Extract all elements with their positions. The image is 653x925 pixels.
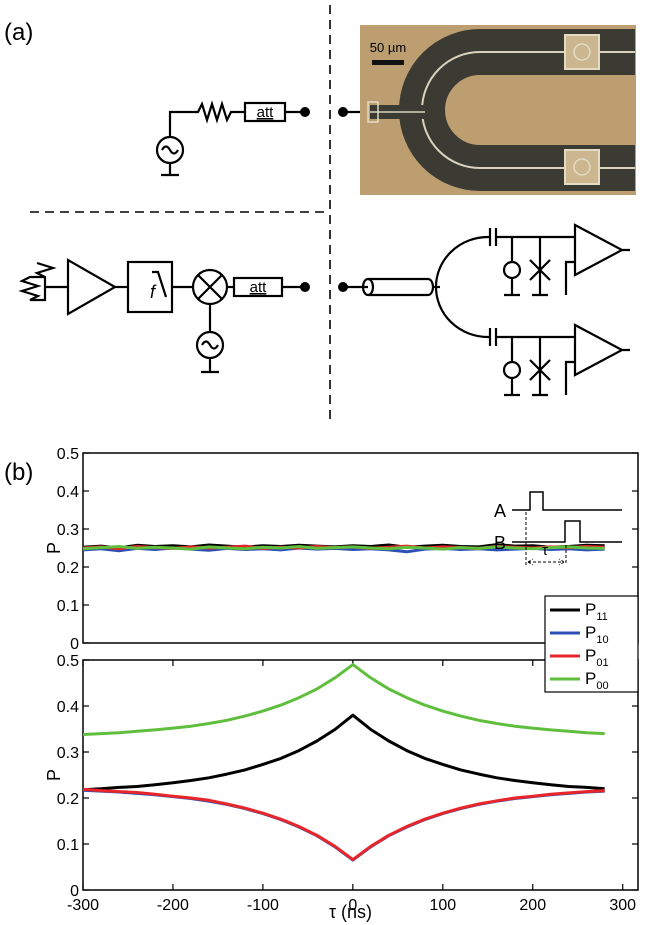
y-tick-label: 0.2 [57,791,79,808]
plot-frame [82,659,639,891]
att-label: att [250,279,268,296]
y-tick-label: 0.4 [57,699,79,716]
pulse-inset [512,491,622,566]
device-photo [360,25,636,195]
x-tick-label: -100 [247,897,279,914]
y-axis-label: P [44,542,64,554]
x-tick-label: 100 [429,897,456,914]
annotation: τ [542,542,548,559]
y-tick-label: 0 [70,883,79,900]
panel-label: (b) [4,459,33,486]
legend-box [544,595,639,693]
y-tick-label: 0.1 [57,598,79,615]
legend-label: P11 [585,600,608,623]
annotation: B [494,533,506,553]
y-tick-label: 0.3 [57,745,79,762]
annotation: A [494,501,506,521]
x-tick-label: 0 [348,897,357,914]
data-line [82,713,605,792]
x-tick-label: 300 [609,897,636,914]
x-tick-label: 200 [519,897,546,914]
y-tick-label: 0.2 [57,560,79,577]
y-tick-label: 0.1 [57,837,79,854]
x-axis-label: τ (ns) [329,902,372,922]
legend-label: P00 [585,669,609,692]
legend-label: P10 [585,623,609,646]
y-tick-label: 0.5 [57,446,79,463]
filter-label: f [150,282,157,302]
y-axis-label: P [44,769,64,781]
panel-label: (a) [4,19,33,46]
x-tick-label: -300 [67,897,99,914]
data-line [82,787,605,862]
y-tick-label: 0.5 [57,653,79,670]
legend-label: P01 [585,646,609,669]
y-tick-label: 0 [70,636,79,653]
y-tick-label: 0.3 [57,522,79,539]
att-label: att [257,104,275,121]
data-line [82,663,605,736]
y-tick-label: 0.4 [57,484,79,501]
readout-circuit [18,223,630,397]
x-tick-label: -200 [157,897,189,914]
data-line [82,545,605,551]
scale-bar-label: 50 µm [370,40,406,55]
